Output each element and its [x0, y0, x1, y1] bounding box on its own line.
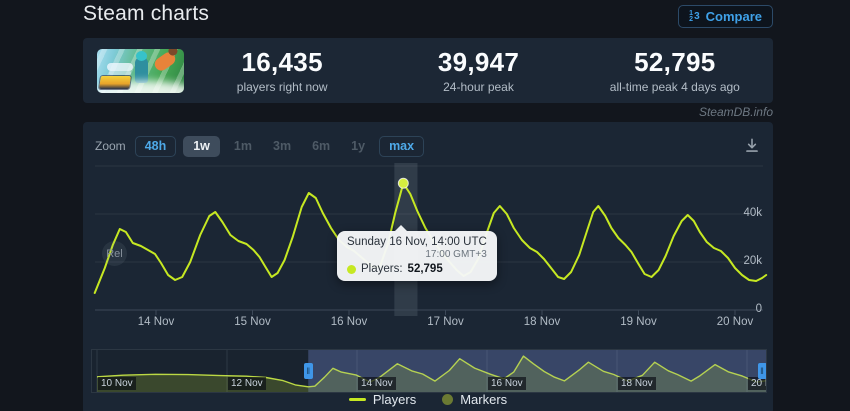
legend-label: Players [372, 392, 417, 407]
stat-value: 16,435 [241, 47, 323, 77]
x-axis-label: 15 Nov [234, 316, 271, 328]
navigator-date-label: 20 Nov [748, 377, 766, 390]
steamdb-watermark: SteamDB.info [698, 105, 773, 119]
navigator-date-label: 18 Nov [618, 377, 656, 390]
capsule-art [99, 75, 131, 89]
y-axis-label: 20k [743, 255, 762, 267]
stat-block-2: 52,795 all-time peak 4 days ago [577, 47, 773, 94]
navigator-date-label: 10 Nov [98, 377, 136, 390]
navigator-handle-right[interactable]: ‖ [757, 363, 766, 379]
compare-button-label: Compare [705, 9, 762, 24]
navigator-date-label: 14 Nov [358, 377, 396, 390]
y-axis-label: 0 [755, 303, 762, 315]
zoom-button-max[interactable]: max [379, 135, 425, 157]
circle-swatch-icon [442, 394, 454, 405]
navigator-date-label: 16 Nov [488, 377, 526, 390]
download-icon[interactable] [743, 137, 761, 155]
x-axis-label: 19 Nov [620, 316, 657, 328]
zoom-button-3m: 3m [266, 136, 298, 157]
series-dot-icon [347, 264, 356, 274]
navigator-handle-left[interactable]: ‖ [303, 363, 313, 379]
chart-toolbar: Zoom 48h 1w 1m 3m 6m 1y max [95, 134, 761, 158]
tooltip-series-label: Players: [361, 263, 403, 275]
stat-caption: 24-hour peak [443, 80, 514, 94]
tooltip-local-time: 17:00 GMT+3 [425, 249, 487, 260]
tooltip-date: Sunday 16 Nov, 14:00 UTC [347, 236, 487, 248]
game-capsule-image[interactable] [97, 48, 184, 93]
release-marker[interactable]: Rel [102, 241, 127, 266]
x-axis-labels: 14 Nov 15 Nov 16 Nov 17 Nov 18 Nov 19 Nov 20 N… [83, 316, 773, 332]
stat-block-1: 39,947 24-hour peak [380, 47, 576, 94]
legend-item-players[interactable]: Players [348, 392, 417, 407]
stat-value: 52,795 [634, 47, 716, 77]
x-axis-label: 16 Nov [330, 316, 368, 328]
x-axis-label: 18 Nov [523, 316, 561, 328]
legend-label: Markers [460, 392, 508, 407]
zoom-button-1w[interactable]: 1w [183, 135, 220, 157]
chart-panel: Zoom 48h 1w 1m 3m 6m 1y max Rel Sunday 16 Nov,… [83, 122, 773, 411]
zoom-button-48h[interactable]: 48h [134, 135, 177, 157]
x-axis-label: 14 Nov [137, 316, 175, 328]
zoom-button-6m: 6m [305, 136, 337, 157]
zoom-button-1m: 1m [227, 136, 259, 157]
navigator-date-label: 12 Nov [228, 377, 266, 390]
main-chart[interactable]: Rel Sunday 16 Nov, 14:00 UTC 17:00 GMT+3… [83, 160, 773, 320]
chart-tooltip: Sunday 16 Nov, 14:00 UTC 17:00 GMT+3 Pla… [337, 225, 497, 281]
page-title: Steam charts [83, 2, 210, 25]
legend-item-markers[interactable]: Markers [442, 392, 507, 407]
line-swatch-icon [348, 398, 366, 401]
stat-caption: players right now [236, 80, 328, 94]
stat-block-0: 16,435 players right now [184, 47, 380, 94]
y-axis-label: 40k [743, 207, 762, 219]
capsule-art [135, 50, 148, 83]
zoom-button-1y: 1y [344, 136, 372, 157]
zoom-label: Zoom [95, 139, 126, 153]
stats-panel: 16,435 players right now 39,947 24-hour pea… [83, 38, 773, 103]
x-axis-label: 20 Nov [716, 316, 754, 328]
stat-caption: all-time peak 4 days ago [609, 80, 740, 94]
stat-value: 39,947 [437, 47, 520, 77]
tooltip-value: 52,795 [407, 263, 443, 275]
chart-legend: Players Markers [83, 392, 773, 407]
x-axis-label: 17 Nov [427, 316, 464, 328]
capsule-art [107, 62, 133, 71]
